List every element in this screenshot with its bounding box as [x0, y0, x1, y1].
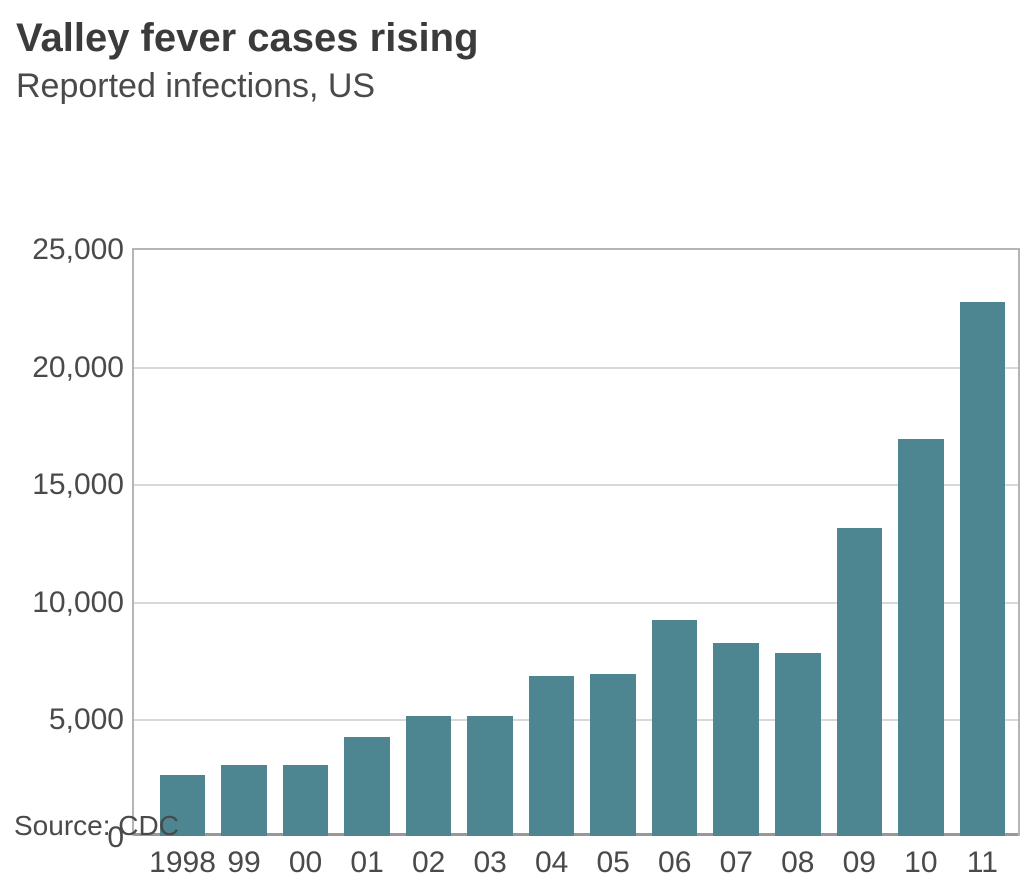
bar	[467, 716, 513, 836]
chart-subtitle: Reported infections, US	[16, 67, 1012, 106]
bar	[406, 716, 452, 836]
gridline	[134, 719, 1018, 721]
x-axis-label: 07	[720, 836, 753, 880]
bar	[221, 765, 267, 836]
x-axis-label: 04	[535, 836, 568, 880]
chart-area: 05,00010,00015,00020,00025,0001998990001…	[16, 118, 1012, 836]
x-axis-label: 01	[350, 836, 383, 880]
bar	[960, 302, 1006, 836]
bar	[652, 620, 698, 836]
y-axis-label: 5,000	[49, 703, 134, 737]
bar	[837, 528, 883, 836]
bar	[283, 765, 329, 836]
x-axis-label: 10	[904, 836, 937, 880]
x-axis-label: 09	[843, 836, 876, 880]
bar	[713, 643, 759, 836]
chart-container: Valley fever cases rising Reported infec…	[0, 0, 1024, 858]
gridline	[134, 602, 1018, 604]
gridline	[134, 484, 1018, 486]
plot-area: 05,00010,00015,00020,00025,0001998990001…	[132, 248, 1020, 836]
y-axis-label: 15,000	[32, 468, 134, 502]
x-axis-label: 11	[967, 836, 998, 880]
x-axis-label: 00	[289, 836, 322, 880]
y-axis-label: 25,000	[32, 233, 134, 267]
y-axis-label: 20,000	[32, 351, 134, 385]
x-axis-label: 06	[658, 836, 691, 880]
y-axis-label: 10,000	[32, 586, 134, 620]
bar	[775, 653, 821, 836]
bar	[344, 737, 390, 836]
chart-title: Valley fever cases rising	[16, 16, 1012, 61]
x-axis-label: 99	[227, 836, 260, 880]
x-axis-label: 05	[597, 836, 630, 880]
x-axis-label: 08	[781, 836, 814, 880]
chart-source: Source: CDC	[14, 810, 179, 842]
bar	[590, 674, 636, 836]
bar	[898, 439, 944, 836]
bar	[529, 676, 575, 836]
x-axis-label: 03	[473, 836, 506, 880]
x-axis-label: 02	[412, 836, 445, 880]
x-axis-label: 1998	[149, 836, 216, 880]
gridline	[134, 367, 1018, 369]
